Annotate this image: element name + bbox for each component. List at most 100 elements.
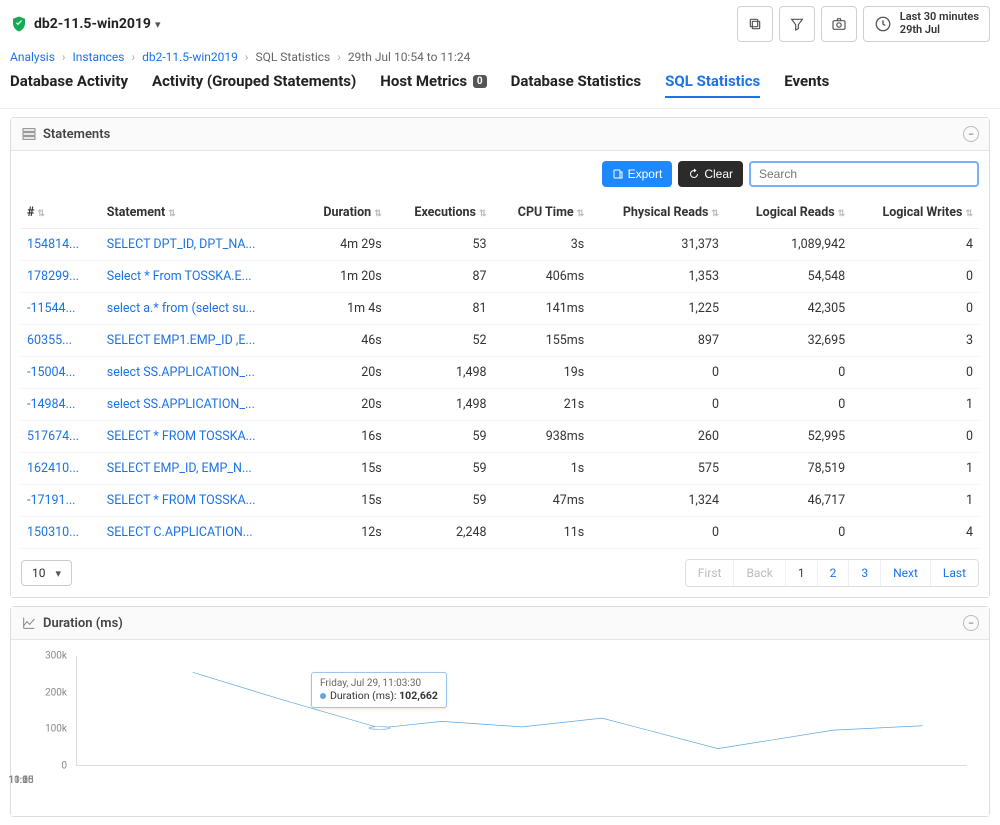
collapse-icon[interactable]: − bbox=[963, 615, 979, 631]
cell-statement[interactable]: SELECT EMP1.EMP_ID ,E... bbox=[101, 325, 300, 357]
export-button[interactable]: Export bbox=[602, 161, 673, 187]
duration-chart[interactable]: 0100k200k300k Friday, Jul 29, 11:03:30 D… bbox=[21, 656, 979, 806]
pager-back[interactable]: Back bbox=[734, 560, 785, 586]
time-range-button[interactable]: Last 30 minutes 29th Jul bbox=[863, 6, 990, 42]
col-num[interactable]: #⇅ bbox=[21, 197, 101, 229]
tab-database-activity[interactable]: Database Activity bbox=[10, 72, 128, 98]
pager-first[interactable]: First bbox=[686, 560, 735, 586]
cell-id[interactable]: -17191... bbox=[21, 485, 101, 517]
search-input[interactable] bbox=[749, 161, 979, 187]
cell-statement[interactable]: Select * From TOSSKA.E... bbox=[101, 261, 300, 293]
cell-statement[interactable]: select SS.APPLICATION_... bbox=[101, 389, 300, 421]
cell-executions: 2,248 bbox=[388, 517, 493, 549]
cell-statement[interactable]: SELECT * FROM TOSSKA... bbox=[101, 485, 300, 517]
crumb-instance[interactable]: db2-11.5-win2019 bbox=[142, 50, 238, 64]
instance-name[interactable]: db2-11.5-win2019 bbox=[34, 16, 151, 32]
cell-lreads: 32,695 bbox=[725, 325, 851, 357]
tabs: Database Activity Activity (Grouped Stat… bbox=[0, 72, 1000, 109]
col-executions[interactable]: Executions⇅ bbox=[388, 197, 493, 229]
cell-executions: 1,498 bbox=[388, 389, 493, 421]
col-preads[interactable]: Physical Reads⇅ bbox=[590, 197, 725, 229]
tooltip-title: Friday, Jul 29, 11:03:30 bbox=[320, 678, 438, 689]
statements-panel: Statements − Export Clear #⇅ Statement⇅ … bbox=[10, 117, 990, 598]
clear-button[interactable]: Clear bbox=[678, 161, 743, 187]
cell-id[interactable]: 517674... bbox=[21, 421, 101, 453]
tab-sql-statistics[interactable]: SQL Statistics bbox=[665, 72, 760, 98]
sort-icon: ⇅ bbox=[838, 209, 846, 219]
cell-executions: 59 bbox=[388, 421, 493, 453]
sort-icon: ⇅ bbox=[577, 209, 585, 219]
col-statement[interactable]: Statement⇅ bbox=[101, 197, 300, 229]
chevron-right-icon: › bbox=[245, 50, 249, 64]
pager-page-3[interactable]: 3 bbox=[849, 560, 881, 586]
col-lreads[interactable]: Logical Reads⇅ bbox=[725, 197, 851, 229]
tab-events[interactable]: Events bbox=[784, 72, 829, 98]
pager-next[interactable]: Next bbox=[881, 560, 931, 586]
chevron-right-icon: › bbox=[62, 50, 66, 64]
cell-cpu: 938ms bbox=[493, 421, 591, 453]
cell-duration: 20s bbox=[300, 389, 388, 421]
cell-lreads: 0 bbox=[725, 357, 851, 389]
cell-statement[interactable]: SELECT * FROM TOSSKA... bbox=[101, 421, 300, 453]
export-icon bbox=[612, 168, 624, 180]
pager-page-1[interactable]: 1 bbox=[786, 560, 818, 586]
breadcrumb: Analysis › Instances › db2-11.5-win2019 … bbox=[0, 48, 1000, 72]
table-row: 150310...SELECT C.APPLICATION...12s2,248… bbox=[21, 517, 979, 549]
cell-preads: 1,324 bbox=[590, 485, 725, 517]
copy-button[interactable] bbox=[737, 6, 773, 42]
pager-last[interactable]: Last bbox=[931, 560, 978, 586]
chevron-right-icon: › bbox=[131, 50, 135, 64]
pager-page-2[interactable]: 2 bbox=[818, 560, 850, 586]
table-row: -11544...select a.* from (select su...1m… bbox=[21, 293, 979, 325]
crumb-analysis[interactable]: Analysis bbox=[10, 50, 55, 64]
cell-statement[interactable]: select SS.APPLICATION_... bbox=[101, 357, 300, 389]
cell-statement[interactable]: SELECT C.APPLICATION... bbox=[101, 517, 300, 549]
sort-icon: ⇅ bbox=[168, 209, 176, 219]
camera-icon bbox=[831, 16, 847, 32]
tab-activity-grouped[interactable]: Activity (Grouped Statements) bbox=[152, 72, 356, 98]
cell-id[interactable]: 154814... bbox=[21, 229, 101, 261]
time-line2: 29th Jul bbox=[900, 24, 979, 37]
chevron-down-icon[interactable]: ▾ bbox=[155, 18, 161, 31]
undo-icon bbox=[688, 168, 700, 180]
cell-statement[interactable]: SELECT DPT_ID, DPT_NA... bbox=[101, 229, 300, 261]
cell-lreads: 0 bbox=[725, 517, 851, 549]
sort-icon: ⇅ bbox=[37, 209, 45, 219]
tab-host-metrics[interactable]: Host Metrics 0 bbox=[380, 72, 486, 98]
col-lwrites[interactable]: Logical Writes⇅ bbox=[851, 197, 979, 229]
y-axis-label: 300k bbox=[45, 651, 67, 662]
tab-database-statistics[interactable]: Database Statistics bbox=[511, 72, 642, 98]
cell-lreads: 0 bbox=[725, 389, 851, 421]
col-cpu[interactable]: CPU Time⇅ bbox=[493, 197, 591, 229]
clock-icon bbox=[874, 15, 892, 33]
collapse-icon[interactable]: − bbox=[963, 126, 979, 142]
cell-preads: 1,225 bbox=[590, 293, 725, 325]
statements-icon bbox=[21, 126, 37, 142]
cell-statement[interactable]: SELECT EMP_ID, EMP_N... bbox=[101, 453, 300, 485]
tooltip-dot-icon bbox=[320, 693, 326, 699]
filter-button[interactable] bbox=[779, 6, 815, 42]
cell-duration: 15s bbox=[300, 485, 388, 517]
cell-lreads: 1,089,942 bbox=[725, 229, 851, 261]
cell-executions: 52 bbox=[388, 325, 493, 357]
cell-id[interactable]: 178299... bbox=[21, 261, 101, 293]
cell-id[interactable]: -15004... bbox=[21, 357, 101, 389]
cell-id[interactable]: 150310... bbox=[21, 517, 101, 549]
table-row: 178299...Select * From TOSSKA.E...1m 20s… bbox=[21, 261, 979, 293]
table-row: 162410...SELECT EMP_ID, EMP_N...15s591s5… bbox=[21, 453, 979, 485]
cell-preads: 575 bbox=[590, 453, 725, 485]
cell-executions: 53 bbox=[388, 229, 493, 261]
cell-id[interactable]: -14984... bbox=[21, 389, 101, 421]
cell-id[interactable]: -11544... bbox=[21, 293, 101, 325]
cell-id[interactable]: 162410... bbox=[21, 453, 101, 485]
cell-statement[interactable]: select a.* from (select su... bbox=[101, 293, 300, 325]
cell-id[interactable]: 60355... bbox=[21, 325, 101, 357]
duration-panel: Duration (ms) − 0100k200k300k Friday, Ju… bbox=[10, 606, 990, 817]
page-size-select[interactable]: 10 ▾ bbox=[21, 560, 72, 586]
cell-executions: 59 bbox=[388, 485, 493, 517]
camera-button[interactable] bbox=[821, 6, 857, 42]
cell-duration: 1m 4s bbox=[300, 293, 388, 325]
cell-lwrites: 0 bbox=[851, 261, 979, 293]
col-duration[interactable]: Duration⇅ bbox=[300, 197, 388, 229]
crumb-instances[interactable]: Instances bbox=[72, 50, 124, 64]
